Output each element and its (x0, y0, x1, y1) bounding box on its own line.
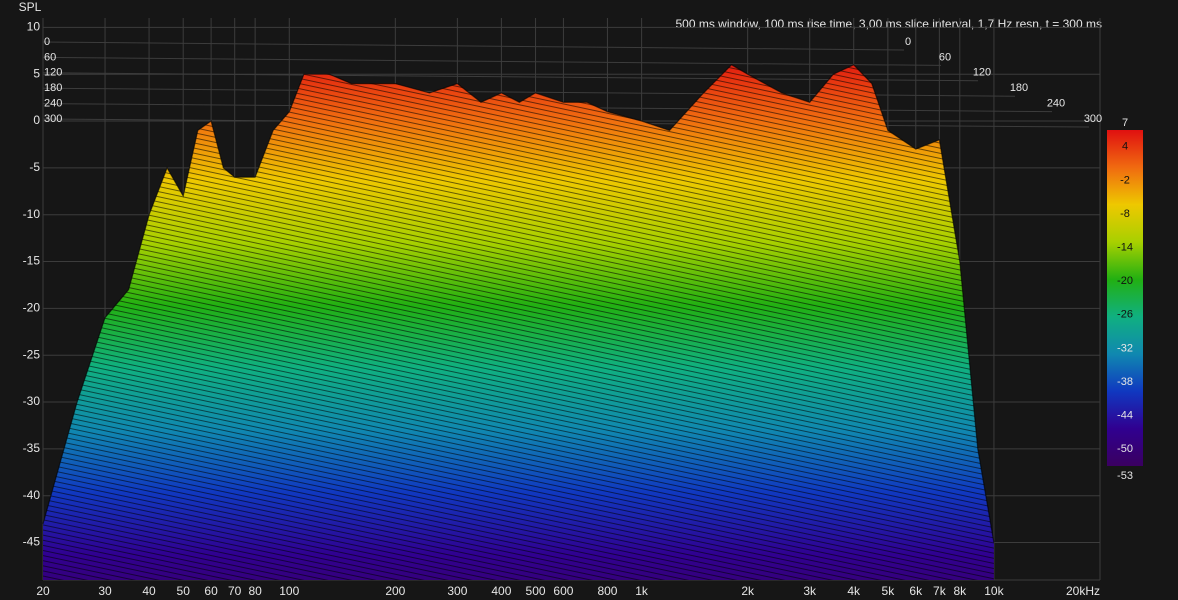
y-tick-label: 10 (27, 20, 41, 34)
x-tick-label: 70 (228, 584, 242, 598)
color-tick-label: 7 (1122, 117, 1128, 129)
chart-title: 500 ms window, 100 ms rise time, 3,00 ms… (675, 17, 1102, 31)
color-bar (1107, 130, 1143, 466)
color-tick-label: -14 (1117, 242, 1133, 254)
y-tick-label: 0 (33, 113, 40, 127)
x-tick-label: 6k (909, 584, 923, 598)
y-tick-label: -40 (23, 488, 41, 502)
x-tick-label: 4k (847, 584, 861, 598)
x-tick-label: 60 (204, 584, 218, 598)
y-tick-label: -30 (23, 394, 41, 408)
x-tick-label: 8k (953, 584, 967, 598)
time-tick-label: 300 (1084, 113, 1102, 125)
y-tick-label: -15 (23, 254, 41, 268)
color-tick-label: -50 (1117, 443, 1133, 455)
y-tick-label: -45 (23, 535, 41, 549)
time-tick-label: 240 (44, 98, 62, 110)
time-tick-label: 120 (44, 67, 62, 79)
x-tick-label: 30 (98, 584, 112, 598)
x-tick-label: 80 (248, 584, 262, 598)
color-tick-label: -53 (1117, 470, 1133, 482)
color-tick-label: -20 (1117, 275, 1133, 287)
x-tick-label: 300 (447, 584, 467, 598)
time-tick-label: 120 (973, 67, 991, 79)
time-tick-label: 240 (1047, 98, 1065, 110)
time-tick-label: 60 (939, 51, 951, 63)
x-tick-label: 200 (385, 584, 405, 598)
x-tick-label: 100 (279, 584, 299, 598)
y-tick-label: -10 (23, 207, 41, 221)
color-tick-label: -2 (1120, 174, 1130, 186)
y-tick-label: -20 (23, 301, 41, 315)
time-tick-label: 0 (44, 36, 50, 48)
y-tick-label: -35 (23, 441, 41, 455)
color-tick-label: -32 (1117, 342, 1133, 354)
x-tick-label: 2k (741, 584, 755, 598)
time-tick-label: 60 (44, 51, 56, 63)
color-tick-label: -44 (1117, 410, 1133, 422)
x-tick-label: 1k (635, 584, 649, 598)
color-tick-label: -8 (1120, 208, 1130, 220)
color-tick-label: -38 (1117, 376, 1133, 388)
grid-line (42, 72, 979, 82)
surface-striations (43, 64, 994, 580)
x-tick-label: 40 (142, 584, 156, 598)
x-tick-label: 600 (553, 584, 573, 598)
x-tick-label: 800 (597, 584, 617, 598)
y-tick-label: 5 (33, 66, 40, 80)
time-tick-label: 300 (44, 113, 62, 125)
x-tick-label: 400 (491, 584, 511, 598)
grid-line (42, 41, 905, 51)
time-tick-label: 0 (905, 36, 911, 48)
x-tick-label: 5k (882, 584, 896, 598)
x-tick-label: 500 (526, 584, 546, 598)
y-tick-label: -25 (23, 347, 41, 361)
y-axis-label: SPL (19, 0, 42, 14)
x-tick-label: 3k (803, 584, 817, 598)
surface-edge (42, 64, 995, 543)
color-tick-label: -26 (1117, 309, 1133, 321)
time-tick-label: 180 (44, 82, 62, 94)
grid-line (42, 56, 942, 66)
x-tick-label: 7k (933, 584, 947, 598)
y-tick-label: -5 (29, 160, 40, 174)
color-tick-label: 4 (1122, 141, 1128, 153)
time-tick-label: 180 (1010, 82, 1028, 94)
x-tick-label: 20 (36, 584, 50, 598)
x-tick-label: 10k (984, 584, 1004, 598)
x-tick-label: 50 (177, 584, 191, 598)
x-tick-label: 20kHz (1066, 584, 1100, 598)
